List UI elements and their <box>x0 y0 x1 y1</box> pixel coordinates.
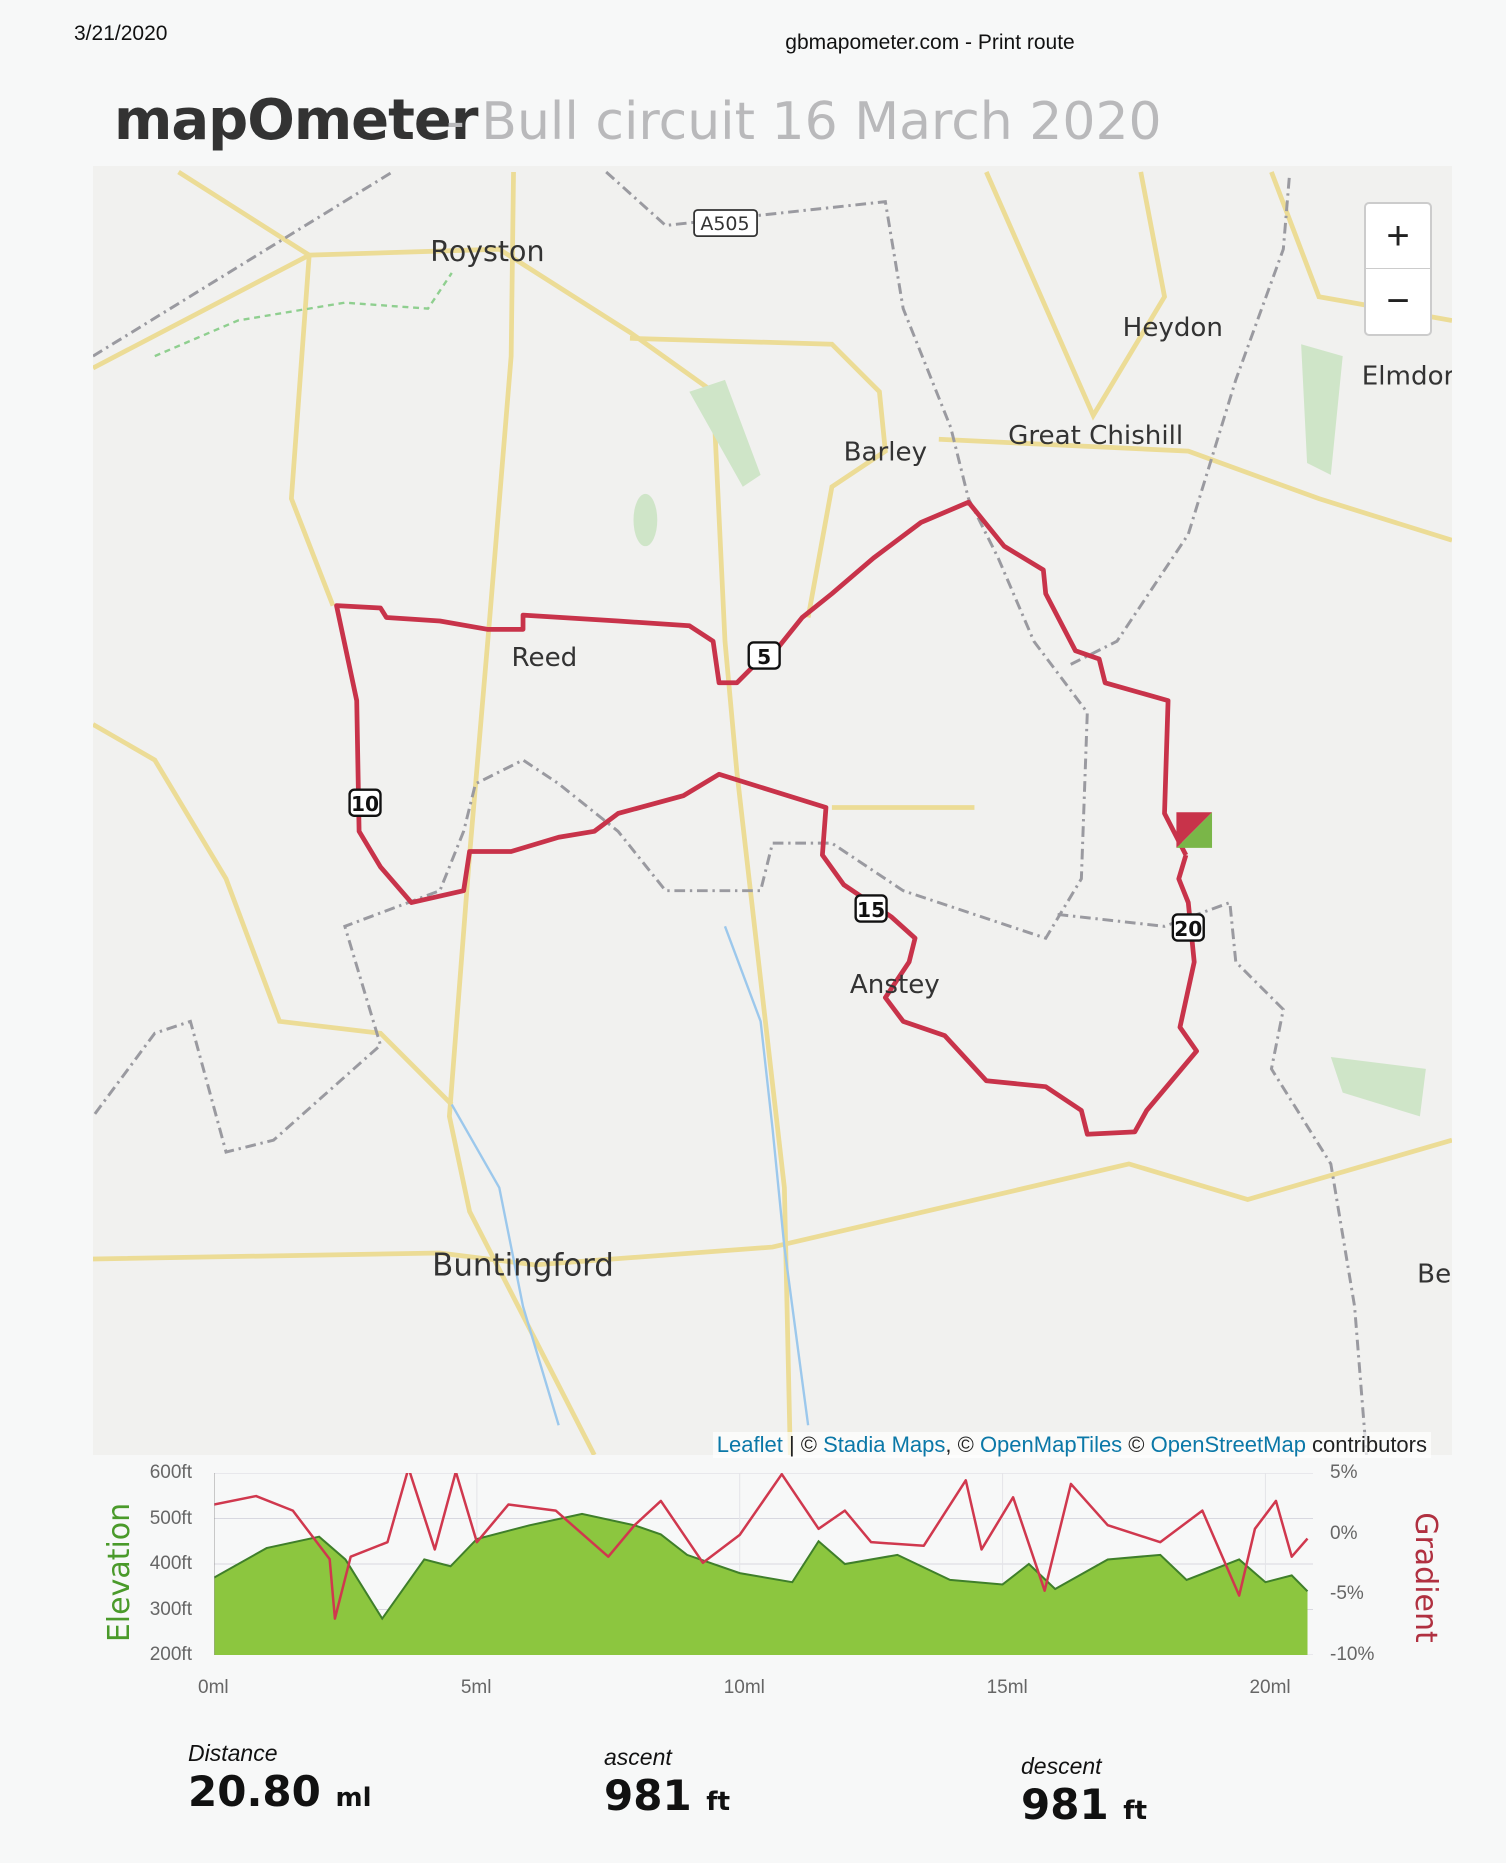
stadia-link[interactable]: Stadia Maps <box>823 1432 946 1457</box>
place-label: Great Chishill <box>1008 421 1183 451</box>
elevation-area <box>214 1513 1308 1655</box>
mapometer-logo[interactable]: mapOmeter <box>114 88 479 153</box>
leaflet-link[interactable]: Leaflet <box>716 1432 783 1457</box>
gradient-axis-title: Gradient <box>1407 1512 1443 1643</box>
elevation-line <box>214 1512 1309 1621</box>
map-canvas[interactable]: Royston Heydon Elmdor Barley Great Chishill R… <box>93 166 1452 1455</box>
print-source: gbmapometer.com - Print route <box>785 31 1075 54</box>
mile-marker-label: 5 <box>757 645 771 669</box>
attr-text: , © <box>945 1432 980 1457</box>
river <box>450 1103 560 1426</box>
distance-label: Distance <box>188 1740 278 1766</box>
ascent-stat: ascent 981 ft <box>604 1744 730 1820</box>
gradient-tick-label: 0% <box>1330 1522 1358 1544</box>
descent-label: descent <box>1021 1753 1102 1779</box>
mile-marker-label: 10 <box>351 792 379 816</box>
distance-stat: Distance 20.80 ml <box>188 1740 372 1816</box>
distance-tick-label: 5ml <box>460 1677 492 1698</box>
distance-tick-label: 10ml <box>723 1677 765 1698</box>
gradient-tick-label: -5% <box>1330 1583 1364 1605</box>
place-label: Elmdor <box>1362 362 1452 392</box>
gradient-tick-label: -10% <box>1330 1644 1375 1665</box>
distance-tick-label: 0ml <box>198 1677 229 1698</box>
river <box>723 925 810 1426</box>
gradient-tick-label: 5% <box>1330 1462 1358 1483</box>
start-finish-marker[interactable] <box>1176 812 1213 848</box>
mile-marker[interactable]: 10 <box>348 788 382 818</box>
roads <box>93 169 1452 1455</box>
elevation-tick-label: 400ft <box>149 1553 192 1574</box>
distance-value: 20.80 <box>188 1767 321 1816</box>
descent-value: 981 <box>1021 1780 1109 1829</box>
zoom-in-button[interactable]: + <box>1386 213 1410 258</box>
attr-text: © <box>1122 1432 1151 1457</box>
descent-unit: ft <box>1123 1796 1148 1826</box>
distance-tick-label: 15ml <box>986 1677 1028 1698</box>
road-shield-label: A505 <box>700 213 749 235</box>
place-label: Buntingford <box>432 1248 614 1284</box>
gradient-line <box>214 1473 1309 1620</box>
elevation-tick-label: 500ft <box>149 1507 192 1529</box>
elevation-chart: Elevation Gradient 600ft 500ft 400ft 300ft 2… <box>0 1460 1506 1710</box>
print-date: 3/21/2020 <box>74 22 168 45</box>
mile-marker-label: 20 <box>1174 917 1202 941</box>
elevation-tick-label: 600ft <box>149 1462 192 1483</box>
mile-marker[interactable]: 20 <box>1171 913 1205 942</box>
ascent-unit: ft <box>706 1787 731 1817</box>
descent-stat: descent 981 ft <box>1021 1753 1147 1829</box>
boundaries <box>93 170 1368 1455</box>
place-label: Barley <box>844 438 927 468</box>
finish-flag-icon <box>1176 812 1213 848</box>
zoom-control: + − <box>1364 202 1432 336</box>
elevation-tick-label: 300ft <box>149 1598 192 1620</box>
distance-unit: ml <box>335 1783 372 1813</box>
zoom-out-button[interactable]: − <box>1366 268 1430 333</box>
map-attribution: Leaflet | © Stadia Maps, © OpenMapTiles … <box>712 1432 1431 1458</box>
place-label: Reed <box>512 643 578 673</box>
place-label: Heydon <box>1123 313 1223 343</box>
distance-tick-label: 20ml <box>1249 1677 1291 1698</box>
woods <box>633 344 1426 1117</box>
openstreetmap-link[interactable]: OpenStreetMap <box>1150 1432 1306 1457</box>
place-label: Anstey <box>850 970 940 1000</box>
ascent-label: ascent <box>604 1744 672 1770</box>
mile-marker-label: 15 <box>857 898 885 922</box>
route-line[interactable] <box>334 499 1199 1137</box>
mile-marker[interactable]: 5 <box>747 641 781 670</box>
chart-plot[interactable] <box>214 1473 1313 1655</box>
attr-text: | © <box>782 1432 824 1457</box>
openmaptiles-link[interactable]: OpenMapTiles <box>979 1432 1123 1457</box>
elevation-tick-label: 200ft <box>149 1644 192 1665</box>
place-label: Be <box>1417 1260 1451 1290</box>
attr-text: contributors <box>1305 1432 1427 1457</box>
road-shield-a505: A505 <box>693 209 758 238</box>
ascent-value: 981 <box>604 1771 692 1820</box>
place-label: Royston <box>430 235 544 268</box>
route-map[interactable]: Royston Heydon Elmdor Barley Great Chishill R… <box>93 166 1452 1455</box>
route-title: - Bull circuit 16 March 2020 <box>446 92 1162 152</box>
mile-marker[interactable]: 15 <box>854 894 888 923</box>
